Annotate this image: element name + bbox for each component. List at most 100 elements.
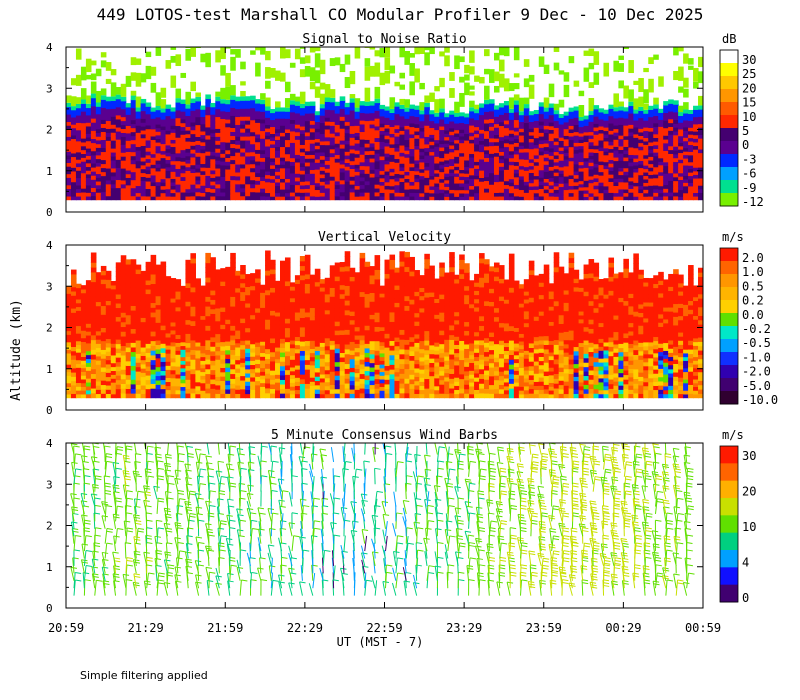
snr-cell (66, 162, 72, 167)
velocity-cell (260, 367, 266, 372)
snr-cell (618, 135, 624, 140)
snr-cell (493, 116, 500, 121)
snr-cell (275, 142, 281, 148)
velocity-cell (275, 385, 281, 391)
snr-cell (513, 94, 520, 101)
snr-cell (538, 188, 545, 193)
snr-cell (533, 47, 540, 48)
snr-cell (449, 189, 455, 194)
snr-cell (140, 153, 147, 158)
snr-cell (553, 137, 560, 142)
snr-cell (205, 94, 211, 100)
velocity-cell (245, 315, 251, 320)
velocity-cell (145, 270, 152, 276)
snr-cell (220, 153, 226, 158)
y-tick-label: 2 (46, 124, 53, 137)
snr-cell (498, 151, 505, 156)
snr-cell (389, 175, 396, 180)
snr-cell (125, 132, 132, 138)
velocity-cell (265, 324, 271, 330)
snr-cell (384, 196, 391, 201)
snr-cell (329, 140, 336, 146)
snr-cell (205, 130, 211, 136)
snr-cell (369, 173, 376, 178)
snr-cell (543, 128, 550, 133)
velocity-cell (185, 305, 192, 311)
snr-cell (190, 125, 196, 131)
velocity-cell (135, 379, 142, 385)
snr-cell (235, 148, 241, 153)
snr-cell (349, 176, 356, 181)
snr-cell (230, 139, 236, 145)
snr-cell (678, 172, 684, 177)
snr-cell (673, 157, 679, 163)
snr-cell (265, 188, 271, 194)
snr-cell (653, 170, 659, 175)
velocity-cell (284, 383, 291, 389)
snr-cell (698, 181, 703, 186)
snr-cell (324, 172, 331, 177)
velocity-cell (235, 279, 241, 285)
velocity-cell (255, 354, 261, 360)
snr-cell (464, 116, 470, 121)
snr-cell (160, 118, 167, 124)
snr-cell (489, 126, 495, 131)
snr-cell (444, 47, 450, 53)
snr-cell (374, 86, 381, 99)
velocity-cell (155, 291, 162, 297)
snr-cell (683, 151, 689, 156)
snr-cell (200, 138, 206, 143)
snr-cell (424, 173, 430, 178)
snr-cell (75, 107, 82, 112)
snr-cell (130, 183, 137, 189)
snr-cell (528, 179, 535, 184)
snr-cell (130, 57, 137, 66)
velocity-cell (270, 301, 276, 307)
snr-cell (533, 154, 540, 159)
snr-cell (334, 195, 341, 201)
snr-cell (409, 115, 415, 120)
snr-cell (498, 73, 505, 88)
snr-cell (603, 127, 610, 132)
snr-cell (464, 176, 470, 181)
snr-cell (260, 161, 266, 166)
snr-cell (85, 129, 92, 134)
snr-cell (628, 135, 634, 140)
snr-cell (240, 147, 246, 153)
snr-cell (444, 133, 450, 138)
snr-cell (379, 152, 386, 157)
velocity-cell (125, 314, 132, 320)
snr-cell (354, 107, 361, 112)
snr-cell (498, 155, 505, 160)
velocity-cell (230, 339, 236, 346)
snr-cell (240, 81, 246, 86)
snr-cell (364, 120, 371, 125)
snr-cell (479, 140, 485, 145)
velocity-cell (90, 339, 97, 346)
velocity-cell (225, 301, 231, 307)
snr-cell (369, 116, 376, 121)
snr-cell (658, 143, 664, 148)
snr-cell (583, 193, 590, 197)
snr-cell (284, 107, 291, 112)
snr-cell (255, 184, 261, 189)
snr-cell (80, 195, 87, 201)
snr-cell (329, 125, 336, 130)
velocity-cell (190, 257, 196, 264)
snr-cell (150, 66, 157, 76)
snr-cell (85, 181, 92, 186)
snr-cell (518, 118, 525, 123)
snr-cell (230, 135, 236, 141)
snr-cell (95, 195, 102, 201)
velocity-cell (66, 364, 72, 369)
snr-cell (578, 116, 585, 121)
velocity-cell (205, 378, 211, 384)
snr-cell (95, 117, 102, 122)
velocity-cell (175, 290, 182, 296)
snr-cell (513, 83, 520, 90)
snr-cell (623, 139, 629, 144)
snr-cell (304, 131, 311, 137)
velocity-cell (230, 387, 236, 394)
snr-cell (75, 166, 82, 171)
snr-cell (309, 81, 316, 90)
